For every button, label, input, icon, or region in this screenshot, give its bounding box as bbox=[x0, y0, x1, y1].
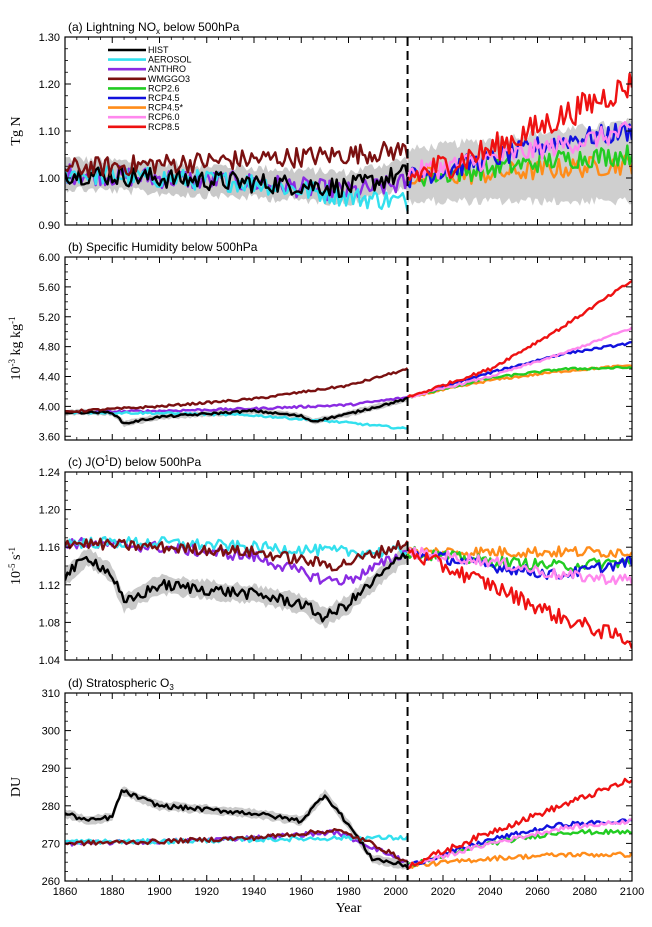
series-line-rcp2-6 bbox=[406, 545, 632, 572]
series-line-rcp4-5- bbox=[406, 851, 632, 869]
legend-label: RCP6.0 bbox=[148, 112, 180, 122]
y-tick-label: 300 bbox=[42, 726, 60, 738]
series-line-rcp8-5 bbox=[406, 279, 632, 399]
y-tick-label: 1.30 bbox=[39, 32, 60, 44]
series-line-wmggo3 bbox=[65, 537, 409, 572]
legend-label: WMGGO3 bbox=[148, 74, 190, 84]
uncertainty-band bbox=[65, 543, 408, 629]
plot-frame bbox=[64, 471, 633, 661]
panel-title: (b) Specific Humidity below 500hPa bbox=[68, 240, 258, 254]
series-line-hist bbox=[65, 552, 409, 623]
series-line-rcp2-6 bbox=[407, 365, 632, 399]
y-axis-label: 10-5 s-1 bbox=[7, 547, 24, 585]
x-tick-label: 1980 bbox=[336, 886, 360, 898]
x-tick-label: 2080 bbox=[573, 886, 597, 898]
y-tick-label: 1.04 bbox=[39, 655, 60, 667]
y-tick-label: 0.90 bbox=[39, 220, 60, 232]
series-line-rcp6-0 bbox=[407, 326, 632, 399]
panel-d: (d) Stratospheric O3 DU 260 270 280 290 300 310… bbox=[9, 676, 644, 916]
x-tick-label: 1940 bbox=[242, 886, 266, 898]
series-line-wmggo3 bbox=[65, 828, 408, 863]
y-tick-label: 4.40 bbox=[39, 372, 60, 384]
series-line-rcp6-0 bbox=[406, 120, 632, 182]
y-tick-label: 260 bbox=[42, 876, 60, 888]
legend-label: RCP4.5* bbox=[148, 103, 184, 113]
y-tick-label: 1.24 bbox=[39, 467, 60, 479]
x-axis-label: Year bbox=[336, 901, 362, 916]
x-tick-label: 2100 bbox=[620, 886, 644, 898]
y-tick-label: 5.60 bbox=[39, 282, 60, 294]
x-tick-label: 1860 bbox=[53, 886, 77, 898]
y-tick-label: 1.10 bbox=[39, 126, 60, 138]
series-line-wmggo3 bbox=[65, 367, 409, 413]
legend: HISTAEROSOLANTHROWMGGO3RCP2.6RCP4.5RCP4.… bbox=[108, 45, 192, 132]
y-tick-label: 1.00 bbox=[39, 173, 60, 185]
y-tick-label: 280 bbox=[42, 801, 60, 813]
x-tick-label: 2020 bbox=[431, 886, 455, 898]
legend-label: AEROSOL bbox=[148, 55, 192, 65]
y-axis-label: 10-3 kg kg-1 bbox=[7, 317, 24, 381]
plot-area bbox=[65, 777, 632, 871]
panel-c: (c) J(O1D) below 500hPa 10-5 s-1 1.04 1.08 1… bbox=[7, 454, 633, 667]
legend-label: RCP4.5 bbox=[148, 93, 180, 103]
uncertainty-band bbox=[65, 786, 408, 871]
x-tick-label: 1900 bbox=[147, 886, 171, 898]
series-line-hist bbox=[65, 164, 409, 199]
x-tick-label: 1960 bbox=[289, 886, 313, 898]
series-line-anthro bbox=[65, 395, 408, 414]
panel-b: (b) Specific Humidity below 500hPa 10-3 k… bbox=[7, 240, 633, 443]
panel-title: (c) J(O1D) below 500hPa bbox=[68, 454, 201, 469]
legend-label: RCP8.5 bbox=[148, 122, 180, 132]
x-tick-label: 1880 bbox=[100, 886, 124, 898]
y-tick-label: 270 bbox=[42, 838, 60, 850]
series-line-rcp4-5- bbox=[407, 364, 632, 399]
series-line-rcp8-5 bbox=[406, 547, 632, 649]
legend-label: HIST bbox=[148, 45, 169, 55]
plot-area bbox=[65, 72, 632, 212]
y-tick-label: 4.00 bbox=[39, 401, 60, 413]
x-tick-label: 2000 bbox=[384, 886, 408, 898]
x-tick-label: 2040 bbox=[478, 886, 502, 898]
series-line-wmggo3 bbox=[65, 140, 409, 179]
series-line-rcp6-0 bbox=[406, 818, 632, 869]
x-tick-label: 1920 bbox=[195, 886, 219, 898]
y-tick-label: 1.20 bbox=[39, 505, 60, 517]
y-tick-label: 290 bbox=[42, 763, 60, 775]
plot-area bbox=[65, 279, 632, 430]
y-tick-label: 310 bbox=[42, 688, 60, 700]
panel-title: (a) Lightning NOx below 500hPa bbox=[68, 20, 240, 36]
panel-title: (d) Stratospheric O3 bbox=[68, 676, 174, 692]
series-line-rcp6-0 bbox=[407, 546, 632, 586]
y-tick-label: 1.20 bbox=[39, 79, 60, 91]
plot-area bbox=[65, 536, 632, 649]
y-tick-label: 1.12 bbox=[39, 580, 60, 592]
series-line-hist bbox=[65, 396, 408, 425]
y-tick-label: 6.00 bbox=[39, 252, 60, 264]
series-line-rcp8-5 bbox=[406, 72, 632, 183]
legend-label: RCP2.6 bbox=[148, 83, 180, 93]
y-axis-label: DU bbox=[9, 777, 24, 797]
legend-label: ANTHRO bbox=[148, 64, 186, 74]
series-line-aerosol bbox=[65, 410, 408, 430]
y-tick-label: 1.16 bbox=[39, 542, 60, 554]
panel-a: (a) Lightning NOx below 500hPa Tg N 0.90 1.… bbox=[9, 20, 633, 232]
y-tick-label: 1.08 bbox=[39, 617, 60, 629]
x-tick-label: 2060 bbox=[525, 886, 549, 898]
y-tick-label: 3.60 bbox=[39, 431, 60, 443]
series-line-rcp8-5 bbox=[407, 777, 632, 870]
y-tick-label: 5.20 bbox=[39, 312, 60, 324]
y-tick-label: 4.80 bbox=[39, 342, 60, 354]
series-line-hist bbox=[65, 789, 409, 869]
y-axis-label: Tg N bbox=[9, 116, 24, 145]
